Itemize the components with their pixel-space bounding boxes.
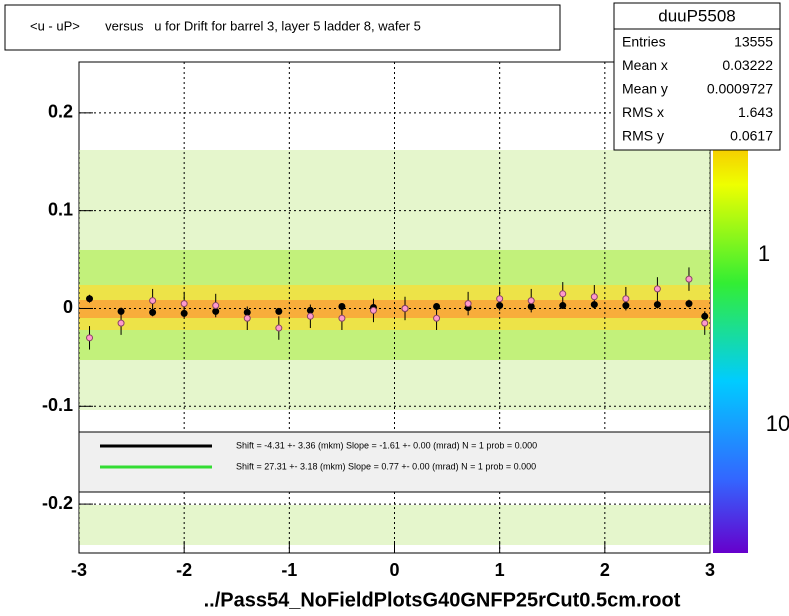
stats-value: 0.03222 (722, 57, 773, 73)
point (433, 314, 441, 322)
chart-title: <u - uP> versus u for Drift for barrel 3… (30, 18, 421, 33)
point (559, 290, 567, 298)
point (464, 300, 472, 308)
stats-label: Entries (622, 34, 666, 50)
stats-value: 0.0009727 (707, 81, 773, 97)
title-box (4, 4, 561, 51)
point (685, 300, 693, 308)
grid (78, 62, 711, 553)
point (653, 285, 661, 293)
point (149, 297, 157, 305)
x-tick-label: 3 (705, 560, 715, 580)
x-tick-label: 0 (389, 560, 399, 580)
stats-title: duuP5508 (658, 6, 736, 25)
point (701, 319, 709, 327)
stats-label: Mean x (622, 57, 668, 73)
y-tick-label: 0.1 (48, 199, 73, 219)
stats-rows: Entries 13555 Mean x 0.03222 Mean y 0.0009727… (622, 34, 773, 144)
point (653, 301, 661, 309)
marks (86, 267, 709, 350)
point (369, 306, 377, 314)
stats-value: 13555 (734, 34, 773, 50)
colorbar-label: 10 (766, 411, 789, 436)
x-tick-label: -2 (176, 560, 192, 580)
footer: ../Pass54_NoFieldPlotsG40GNFP25rCut0.5cm… (204, 589, 681, 611)
point (86, 334, 94, 342)
y-tick-label: -0.2 (42, 493, 73, 513)
point (496, 295, 504, 303)
axes: -3 -2 -1 0 1 2 3 -0.2 -0.1 0 0.1 0.2 (42, 102, 715, 580)
point (243, 314, 251, 322)
stats-label: Mean y (622, 81, 668, 97)
point (117, 319, 125, 327)
point (401, 304, 409, 312)
stats-value: 0.0617 (730, 128, 773, 144)
point (86, 295, 94, 303)
legend: Shift = -4.31 +- 3.36 (mkm) Slope = -1.6… (100, 440, 537, 471)
colorbar-label: 1 (758, 241, 770, 266)
y-tick-label: 0 (63, 297, 73, 317)
legend-text: Shift = -4.31 +- 3.36 (mkm) Slope = -1.6… (236, 440, 537, 450)
y-tick-label: 0.2 (48, 102, 73, 122)
point (685, 275, 693, 283)
point (527, 297, 535, 305)
point (180, 300, 188, 308)
point (338, 314, 346, 322)
stats-label: RMS y (622, 128, 664, 144)
x-tick-label: -1 (281, 560, 297, 580)
point (275, 307, 283, 315)
point (275, 324, 283, 332)
point (306, 312, 314, 320)
legend-box (78, 431, 711, 493)
x-tick-label: -3 (71, 560, 87, 580)
point (622, 295, 630, 303)
point (590, 293, 598, 301)
x-tick-label: 2 (600, 560, 610, 580)
point (212, 302, 220, 310)
stats-label: RMS x (622, 104, 664, 120)
x-tick-label: 1 (495, 560, 505, 580)
stats-box (613, 2, 781, 151)
stats-value: 1.643 (738, 104, 773, 120)
y-tick-label: -0.1 (42, 395, 73, 415)
legend-text: Shift = 27.31 +- 3.18 (mkm) Slope = 0.77… (236, 461, 536, 471)
